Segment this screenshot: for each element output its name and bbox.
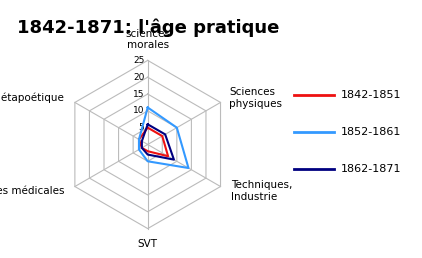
Text: Métapoétique: Métapoétique: [0, 93, 64, 103]
Text: 25: 25: [133, 56, 144, 65]
Text: Techniques,
Industrie: Techniques, Industrie: [230, 180, 292, 201]
Text: 1862-1871: 1862-1871: [341, 164, 401, 174]
Text: 1852-1861: 1852-1861: [341, 127, 401, 137]
Text: sciences
morales: sciences morales: [125, 29, 170, 50]
Text: 1842-1851: 1842-1851: [341, 90, 401, 100]
Text: Sciences
physiques: Sciences physiques: [229, 87, 282, 109]
Text: sces médicales: sces médicales: [0, 186, 65, 196]
Text: 20: 20: [133, 73, 144, 82]
Text: 1842-1871: l'âge pratique: 1842-1871: l'âge pratique: [16, 18, 279, 37]
Text: 15: 15: [133, 90, 144, 99]
Text: SVT: SVT: [138, 239, 158, 249]
Text: 10: 10: [133, 106, 144, 115]
Text: 5: 5: [138, 123, 144, 132]
